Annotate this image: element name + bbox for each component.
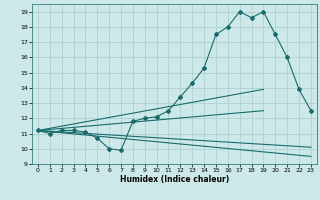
X-axis label: Humidex (Indice chaleur): Humidex (Indice chaleur) (120, 175, 229, 184)
